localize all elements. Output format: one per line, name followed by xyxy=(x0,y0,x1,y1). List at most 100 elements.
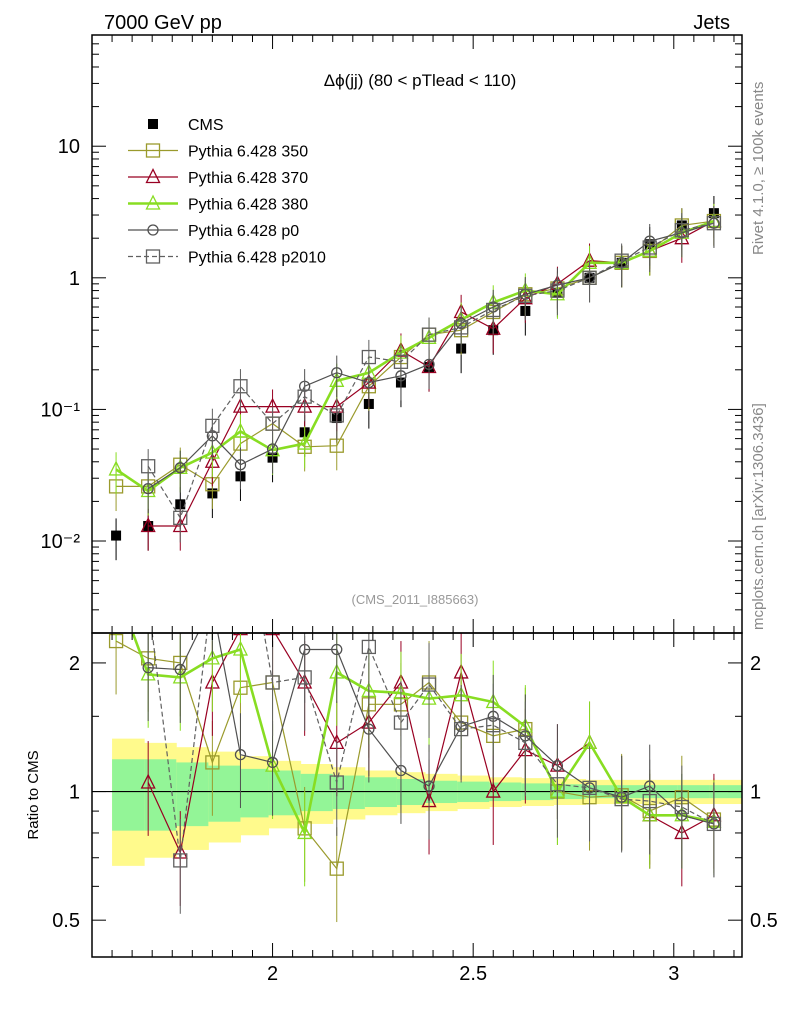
ratio-uncertainty-bands xyxy=(92,738,742,866)
data-point xyxy=(147,224,159,236)
data-point xyxy=(674,799,689,815)
data-point xyxy=(642,793,657,809)
ratio-ylabel: Ratio to CMS xyxy=(25,750,42,839)
legend-label: Pythia 6.428 p0 xyxy=(188,223,299,240)
data-point xyxy=(393,715,409,730)
data-point xyxy=(297,670,312,685)
data-point xyxy=(174,462,186,474)
legend-label: CMS xyxy=(188,117,224,134)
legend-label: Pythia 6.428 380 xyxy=(188,197,308,214)
data-point xyxy=(266,756,279,769)
data-point xyxy=(234,459,247,471)
data-point xyxy=(486,302,501,318)
data-point xyxy=(297,434,313,450)
data-point xyxy=(706,816,722,832)
data-point xyxy=(232,640,249,656)
data-point xyxy=(706,216,722,231)
data-point xyxy=(110,580,123,593)
ratio-ytick-label-right: 0.5 xyxy=(750,910,778,932)
legend: CMS Pythia 6.428 350 Pythia 6.428 370 Pythi… xyxy=(128,117,326,267)
xtick-label: 2 xyxy=(267,963,278,985)
data-point xyxy=(642,240,657,255)
data-point xyxy=(674,223,689,238)
data-point xyxy=(518,735,533,751)
legend-item: CMS xyxy=(148,117,224,134)
band-inner-bin xyxy=(300,773,334,812)
series-pythia-6-428-p2010 xyxy=(142,581,722,914)
legend-item: Pythia 6.428 p2010 xyxy=(128,249,326,267)
data-point xyxy=(361,349,377,365)
header-right: Jets xyxy=(693,12,730,34)
data-point xyxy=(363,723,375,735)
data-point xyxy=(205,418,220,434)
data-point xyxy=(111,530,122,541)
data-point xyxy=(265,416,280,431)
data-point xyxy=(108,460,124,476)
data-point xyxy=(145,249,161,264)
main-ytick-label: 1 xyxy=(69,268,80,290)
ratio-ytick-label: 2 xyxy=(69,653,80,675)
legend-label: Pythia 6.428 p2010 xyxy=(188,250,326,267)
data-point xyxy=(614,791,629,807)
data-point xyxy=(582,780,597,796)
data-point xyxy=(173,510,188,525)
data-point xyxy=(204,649,220,665)
main-ytick-label: 10 xyxy=(58,136,80,158)
analysis-id: (CMS_2011_I885663) xyxy=(352,592,479,607)
data-point xyxy=(142,594,155,607)
band-inner-bin xyxy=(176,762,209,827)
plot-title: Δϕ(jj) (80 < pTlead < 110) xyxy=(324,71,517,90)
data-point xyxy=(421,677,437,692)
band-inner-bin xyxy=(240,768,270,818)
data-point xyxy=(265,675,280,690)
data-point xyxy=(207,599,217,609)
data-point xyxy=(329,438,344,453)
data-point xyxy=(518,288,533,303)
xtick-label: 2.5 xyxy=(459,963,487,985)
legend-item: Pythia 6.428 380 xyxy=(128,194,308,214)
data-point xyxy=(582,270,597,285)
data-point xyxy=(329,861,344,876)
data-point xyxy=(550,283,565,298)
band-inner-bin xyxy=(112,759,145,831)
series-pythia-6-428-p2010 xyxy=(141,206,722,543)
xtick-label: 3 xyxy=(668,963,679,985)
data-point xyxy=(173,853,188,868)
data-point xyxy=(174,663,186,676)
series-line xyxy=(131,633,715,838)
data-point xyxy=(145,143,161,158)
data-point xyxy=(423,358,435,371)
data-point xyxy=(329,408,344,423)
data-point xyxy=(486,718,501,733)
data-point xyxy=(141,459,156,474)
data-point xyxy=(145,194,161,210)
data-point xyxy=(421,327,437,342)
main-plot-series xyxy=(108,195,722,561)
data-point xyxy=(232,397,249,413)
data-point xyxy=(453,320,469,335)
data-point xyxy=(232,422,249,438)
data-point xyxy=(205,755,220,770)
rivet-label: Rivet 4.1.0, ≥ 100k events xyxy=(750,82,767,255)
data-point xyxy=(614,253,629,268)
data-point xyxy=(485,782,501,798)
data-point xyxy=(233,379,248,394)
data-point xyxy=(331,367,343,379)
data-point xyxy=(140,773,156,789)
ratio-frame xyxy=(91,632,743,958)
data-point xyxy=(234,749,247,761)
main-ytick-label: 10⁻¹ xyxy=(41,399,81,421)
data-point xyxy=(297,824,313,840)
legend-item: Pythia 6.428 350 xyxy=(128,143,308,161)
data-point xyxy=(142,661,154,674)
data-point xyxy=(297,389,312,404)
data-point xyxy=(206,581,219,594)
data-point xyxy=(329,775,344,790)
data-point xyxy=(140,517,156,533)
ratio-plot-series xyxy=(108,580,722,923)
mcplots-label: mcplots.cern.ch [arXiv:1306.3436] xyxy=(750,403,767,630)
data-point xyxy=(361,639,377,655)
data-point xyxy=(148,119,158,129)
data-point xyxy=(393,354,409,369)
ratio-ytick-label-right: 2 xyxy=(750,653,761,675)
